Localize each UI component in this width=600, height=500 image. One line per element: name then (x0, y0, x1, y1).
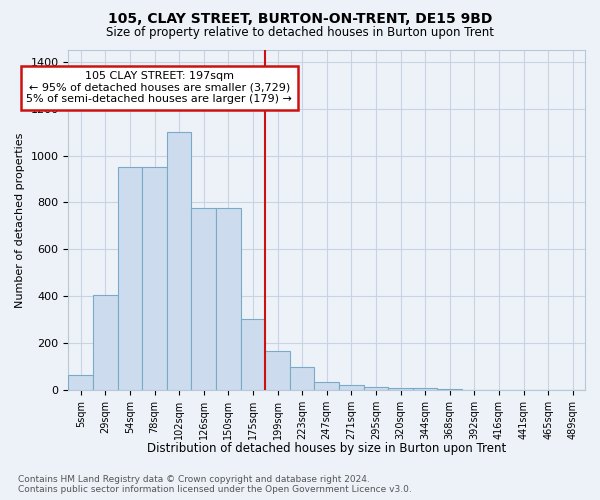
X-axis label: Distribution of detached houses by size in Burton upon Trent: Distribution of detached houses by size … (147, 442, 506, 455)
Bar (216, 208, 241, 390)
Bar (167, 132, 191, 390)
Text: 105 CLAY STREET: 197sqm
← 95% of detached houses are smaller (3,729)
5% of semi-: 105 CLAY STREET: 197sqm ← 95% of detache… (26, 71, 292, 104)
Text: Contains HM Land Registry data © Crown copyright and database right 2024.
Contai: Contains HM Land Registry data © Crown c… (18, 474, 412, 494)
Bar (265, 352, 290, 390)
Bar (413, 388, 437, 390)
Bar (142, 168, 167, 390)
Bar (241, 318, 265, 390)
Bar (364, 386, 388, 390)
Bar (68, 375, 93, 390)
Bar (388, 388, 413, 390)
Bar (93, 295, 118, 390)
Bar (290, 366, 314, 390)
Text: 105, CLAY STREET, BURTON-ON-TRENT, DE15 9BD: 105, CLAY STREET, BURTON-ON-TRENT, DE15 … (108, 12, 492, 26)
Text: Size of property relative to detached houses in Burton upon Trent: Size of property relative to detached ho… (106, 26, 494, 39)
Bar (118, 168, 142, 390)
Bar (314, 382, 339, 390)
Bar (437, 389, 462, 390)
Y-axis label: Number of detached properties: Number of detached properties (15, 132, 25, 308)
Bar (191, 208, 216, 390)
Bar (339, 386, 364, 390)
